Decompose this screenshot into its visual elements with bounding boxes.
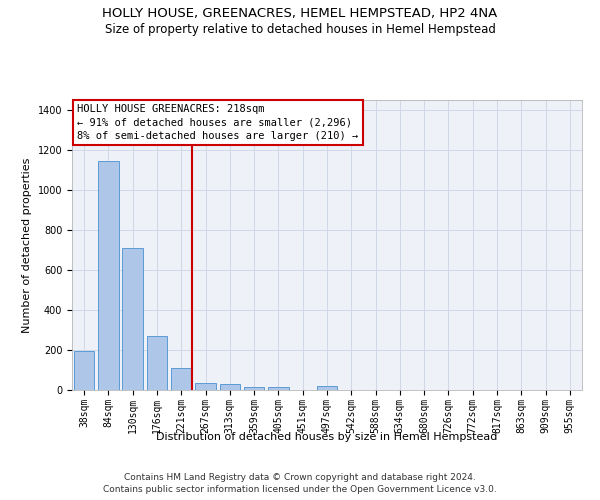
Text: HOLLY HOUSE, GREENACRES, HEMEL HEMPSTEAD, HP2 4NA: HOLLY HOUSE, GREENACRES, HEMEL HEMPSTEAD…: [103, 8, 497, 20]
Bar: [122, 248, 143, 390]
Text: Contains HM Land Registry data © Crown copyright and database right 2024.: Contains HM Land Registry data © Crown c…: [124, 472, 476, 482]
Bar: [268, 388, 289, 390]
Bar: [74, 351, 94, 390]
Text: Size of property relative to detached houses in Hemel Hempstead: Size of property relative to detached ho…: [104, 22, 496, 36]
Bar: [317, 386, 337, 390]
Text: HOLLY HOUSE GREENACRES: 218sqm
← 91% of detached houses are smaller (2,296)
8% o: HOLLY HOUSE GREENACRES: 218sqm ← 91% of …: [77, 104, 358, 141]
Text: Distribution of detached houses by size in Hemel Hempstead: Distribution of detached houses by size …: [157, 432, 497, 442]
Bar: [171, 368, 191, 390]
Y-axis label: Number of detached properties: Number of detached properties: [22, 158, 32, 332]
Text: Contains public sector information licensed under the Open Government Licence v3: Contains public sector information licen…: [103, 485, 497, 494]
Bar: [98, 161, 119, 390]
Bar: [244, 387, 265, 390]
Bar: [146, 336, 167, 390]
Bar: [220, 384, 240, 390]
Bar: [195, 383, 216, 390]
